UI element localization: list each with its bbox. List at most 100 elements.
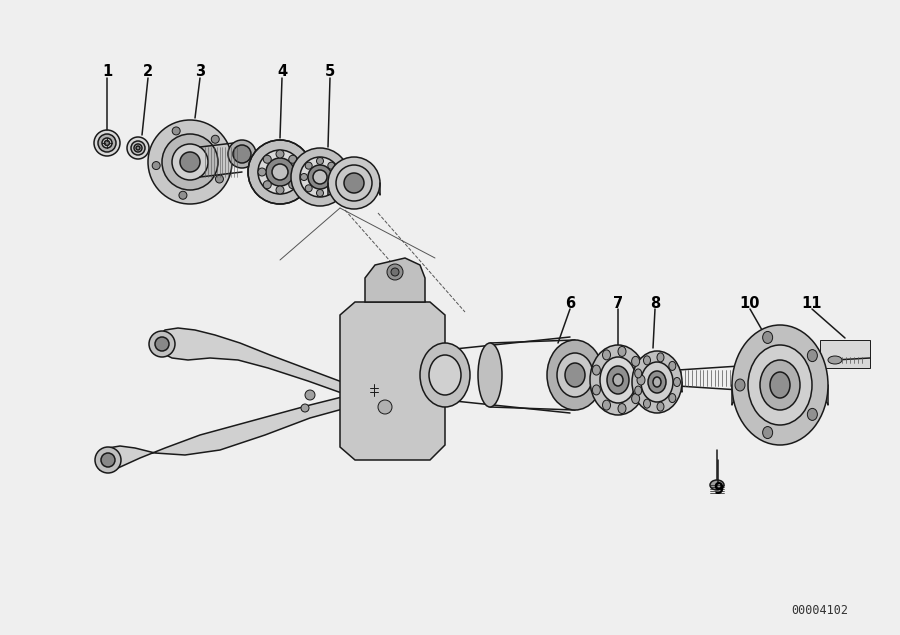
Ellipse shape (305, 185, 312, 192)
Ellipse shape (148, 120, 232, 204)
Ellipse shape (710, 480, 724, 490)
Ellipse shape (547, 340, 603, 410)
Ellipse shape (600, 357, 636, 403)
Ellipse shape (648, 371, 666, 393)
Ellipse shape (328, 162, 335, 169)
Text: 8: 8 (650, 295, 660, 311)
Ellipse shape (770, 372, 790, 398)
Text: 1: 1 (102, 65, 112, 79)
Ellipse shape (136, 146, 140, 150)
Ellipse shape (94, 130, 120, 156)
Ellipse shape (317, 189, 323, 196)
Ellipse shape (305, 162, 312, 169)
Ellipse shape (134, 144, 142, 152)
Ellipse shape (618, 404, 626, 413)
Ellipse shape (632, 356, 640, 366)
Ellipse shape (378, 400, 392, 414)
Ellipse shape (291, 148, 349, 206)
Ellipse shape (387, 264, 403, 280)
Ellipse shape (657, 402, 664, 411)
Ellipse shape (669, 361, 676, 370)
Ellipse shape (760, 360, 800, 410)
Ellipse shape (294, 168, 302, 176)
Ellipse shape (641, 362, 673, 402)
Ellipse shape (634, 369, 642, 378)
Ellipse shape (264, 156, 271, 163)
Text: 6: 6 (565, 295, 575, 311)
Ellipse shape (637, 375, 645, 385)
Ellipse shape (172, 127, 180, 135)
Ellipse shape (152, 161, 160, 170)
Ellipse shape (644, 399, 651, 408)
Ellipse shape (478, 343, 502, 407)
Ellipse shape (429, 355, 461, 395)
Ellipse shape (289, 181, 297, 189)
Ellipse shape (644, 356, 651, 365)
Ellipse shape (748, 345, 812, 425)
Ellipse shape (301, 173, 308, 180)
Ellipse shape (162, 134, 218, 190)
Ellipse shape (258, 150, 302, 194)
Ellipse shape (149, 331, 175, 357)
Ellipse shape (328, 157, 380, 209)
Ellipse shape (301, 404, 309, 412)
Ellipse shape (308, 165, 332, 189)
Ellipse shape (602, 400, 610, 410)
Text: 4: 4 (277, 65, 287, 79)
Ellipse shape (632, 351, 682, 413)
Ellipse shape (590, 345, 646, 415)
Ellipse shape (420, 343, 470, 407)
Ellipse shape (131, 141, 145, 155)
Ellipse shape (613, 374, 623, 386)
Ellipse shape (762, 331, 772, 344)
Ellipse shape (807, 350, 817, 361)
Ellipse shape (828, 356, 842, 364)
Ellipse shape (673, 377, 680, 387)
Ellipse shape (180, 152, 200, 172)
Ellipse shape (317, 157, 323, 164)
Ellipse shape (266, 158, 294, 186)
Ellipse shape (300, 157, 340, 197)
Ellipse shape (172, 144, 208, 180)
Ellipse shape (305, 390, 315, 400)
Ellipse shape (607, 366, 629, 394)
Ellipse shape (248, 140, 312, 204)
Text: 00004102: 00004102 (791, 603, 849, 617)
Ellipse shape (618, 347, 626, 356)
Ellipse shape (98, 134, 116, 152)
Ellipse shape (276, 186, 284, 194)
Ellipse shape (328, 185, 335, 192)
Ellipse shape (344, 173, 364, 193)
Ellipse shape (233, 145, 251, 163)
Polygon shape (97, 395, 350, 472)
Ellipse shape (735, 379, 745, 391)
Text: 9: 9 (713, 483, 723, 497)
Text: 10: 10 (740, 295, 760, 311)
Ellipse shape (557, 353, 593, 397)
Ellipse shape (212, 135, 220, 144)
Text: 11: 11 (802, 295, 823, 311)
Text: 5: 5 (325, 65, 335, 79)
Ellipse shape (215, 175, 223, 183)
Ellipse shape (592, 385, 600, 395)
Ellipse shape (102, 138, 112, 148)
Ellipse shape (762, 427, 772, 439)
Polygon shape (340, 302, 445, 460)
Ellipse shape (264, 181, 271, 189)
Ellipse shape (104, 140, 110, 145)
Ellipse shape (632, 394, 640, 404)
Ellipse shape (101, 453, 115, 467)
Ellipse shape (391, 268, 399, 276)
Ellipse shape (565, 363, 585, 387)
Ellipse shape (179, 191, 187, 199)
Text: 3: 3 (195, 65, 205, 79)
Ellipse shape (602, 350, 610, 360)
Ellipse shape (127, 137, 149, 159)
Polygon shape (820, 340, 870, 368)
Polygon shape (365, 258, 425, 302)
Ellipse shape (807, 408, 817, 420)
Text: 7: 7 (613, 295, 623, 311)
Ellipse shape (258, 168, 266, 176)
Text: 2: 2 (143, 65, 153, 79)
Ellipse shape (155, 337, 169, 351)
